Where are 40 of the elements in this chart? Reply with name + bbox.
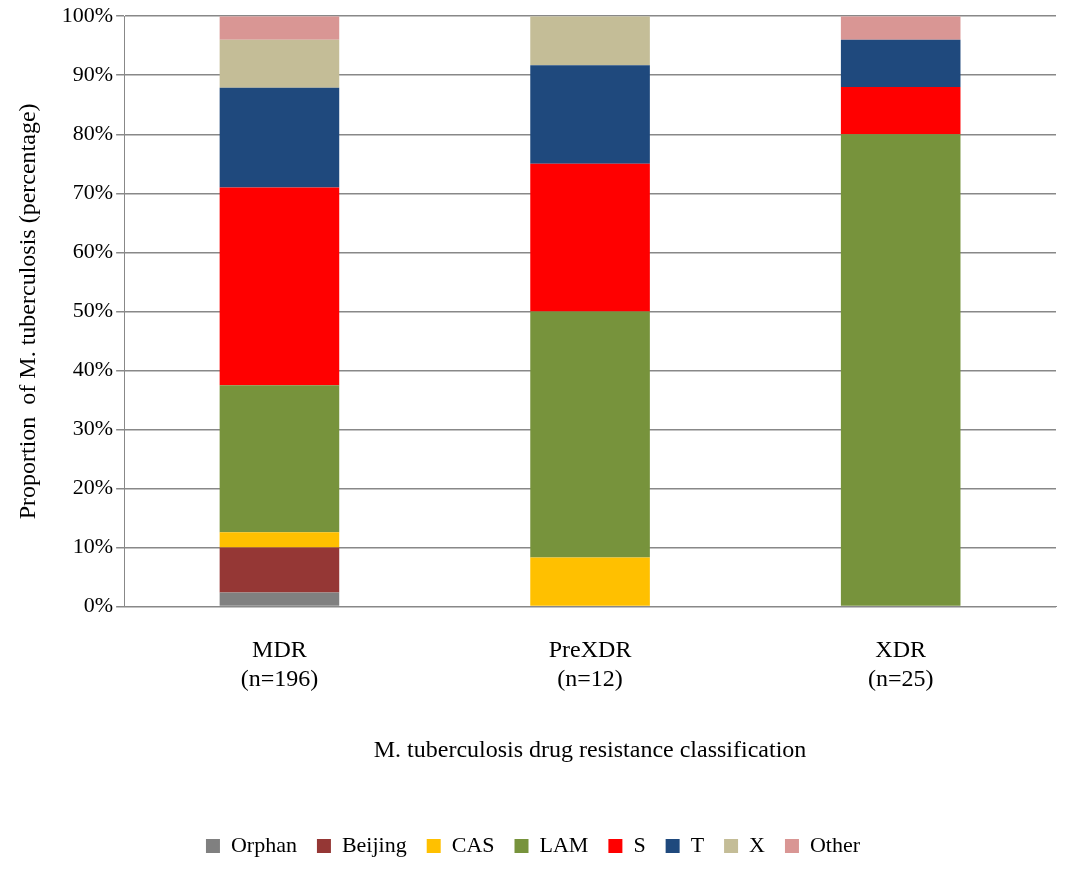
legend-label: Beijing (341, 831, 407, 857)
legend-label: LAM (539, 831, 589, 857)
y-tick-label: 40% (72, 356, 114, 382)
bar (219, 187, 340, 386)
bar (219, 385, 340, 533)
y-tick-label: 90% (72, 61, 114, 87)
bar (840, 16, 961, 40)
y-tick-label: 0% (83, 592, 114, 618)
bar (840, 134, 961, 606)
legend-label: Orphan (230, 831, 297, 857)
bar (530, 557, 650, 606)
legend-label: T (690, 831, 705, 857)
bar (840, 39, 961, 88)
y-tick-label: 60% (72, 238, 114, 264)
bar (530, 311, 650, 558)
y-tick-label: 50% (72, 297, 114, 323)
bar (219, 547, 340, 593)
x-tick-label: PreXDR (n=12) (548, 636, 632, 692)
bar (219, 39, 340, 88)
x-tick-label: MDR (n=196) (240, 636, 319, 692)
legend-label: S (633, 831, 646, 857)
y-tick-label: 20% (72, 474, 114, 500)
bar (840, 87, 961, 135)
y-tick-label: 80% (72, 120, 114, 146)
bar (219, 16, 340, 40)
bar (219, 532, 340, 548)
y-tick-label: 30% (72, 415, 114, 441)
bar (530, 16, 650, 66)
y-tick-label: 10% (72, 533, 114, 559)
legend-label: X (749, 831, 766, 857)
y-axis-title: Proportion of M. tuberculosis (percentage) (13, 103, 40, 520)
y-tick-label: 70% (72, 179, 114, 205)
legend-label: Other (809, 831, 861, 857)
bar (219, 87, 340, 188)
bar (530, 163, 650, 312)
y-tick-label: 100% (61, 1, 114, 27)
legend-label: CAS (451, 831, 495, 857)
x-axis-title: M. tuberculosis drug resistance classification (373, 735, 807, 762)
bar (530, 65, 650, 164)
x-tick-label: XDR (n=25) (867, 636, 934, 692)
